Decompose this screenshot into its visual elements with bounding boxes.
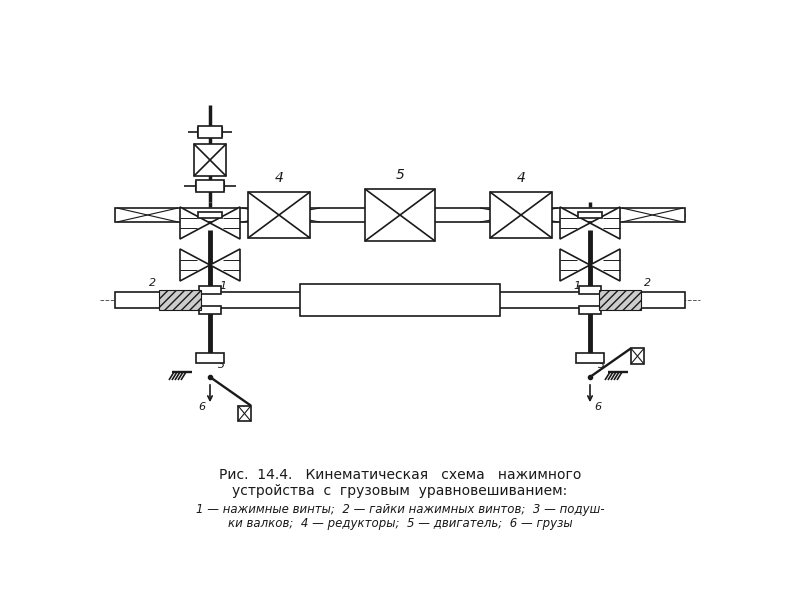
Polygon shape (210, 249, 240, 281)
Polygon shape (560, 249, 590, 281)
Bar (199, 306, 221, 314)
Bar (579, 286, 601, 294)
Text: ки валков;  4 — редукторы;  5 — двигатель;  6 — грузы: ки валков; 4 — редукторы; 5 — двигатель;… (228, 517, 572, 529)
Bar (194, 144, 226, 176)
Polygon shape (180, 249, 210, 281)
Bar (300, 284, 500, 316)
Bar (490, 192, 552, 238)
Polygon shape (590, 207, 620, 239)
Text: 5: 5 (395, 168, 405, 182)
Bar (196, 353, 224, 363)
Polygon shape (238, 406, 251, 421)
Text: 1: 1 (219, 281, 226, 291)
Text: 3: 3 (218, 360, 225, 370)
Text: 1 — нажимные винты;  2 — гайки нажимных винтов;  3 — подуш-: 1 — нажимные винты; 2 — гайки нажимных в… (196, 503, 604, 515)
Text: 1: 1 (574, 281, 581, 291)
Bar (199, 286, 221, 294)
Bar (198, 212, 222, 218)
Polygon shape (180, 207, 210, 239)
Bar (248, 192, 310, 238)
Text: 2: 2 (149, 278, 156, 288)
Text: 4: 4 (274, 171, 283, 185)
Polygon shape (560, 207, 590, 239)
Text: 2: 2 (644, 278, 651, 288)
Bar (159, 290, 201, 310)
Polygon shape (590, 249, 620, 281)
Text: 6: 6 (198, 402, 205, 412)
Polygon shape (631, 349, 644, 364)
Bar (115, 208, 685, 222)
Text: 3: 3 (598, 360, 605, 370)
Text: Рис.  14.4.   Кинематическая   схема   нажимного: Рис. 14.4. Кинематическая схема нажимног… (219, 468, 581, 482)
Bar (576, 353, 604, 363)
Text: 4: 4 (517, 171, 526, 185)
Text: устройства  с  грузовым  уравновешиванием:: устройства с грузовым уравновешиванием: (232, 484, 568, 498)
Text: 6: 6 (594, 402, 601, 412)
Bar (196, 180, 224, 192)
Bar (599, 290, 641, 310)
Bar (198, 126, 222, 138)
Bar (578, 212, 602, 218)
Bar (365, 189, 435, 241)
Bar (579, 306, 601, 314)
Bar (115, 292, 685, 308)
Polygon shape (210, 207, 240, 239)
